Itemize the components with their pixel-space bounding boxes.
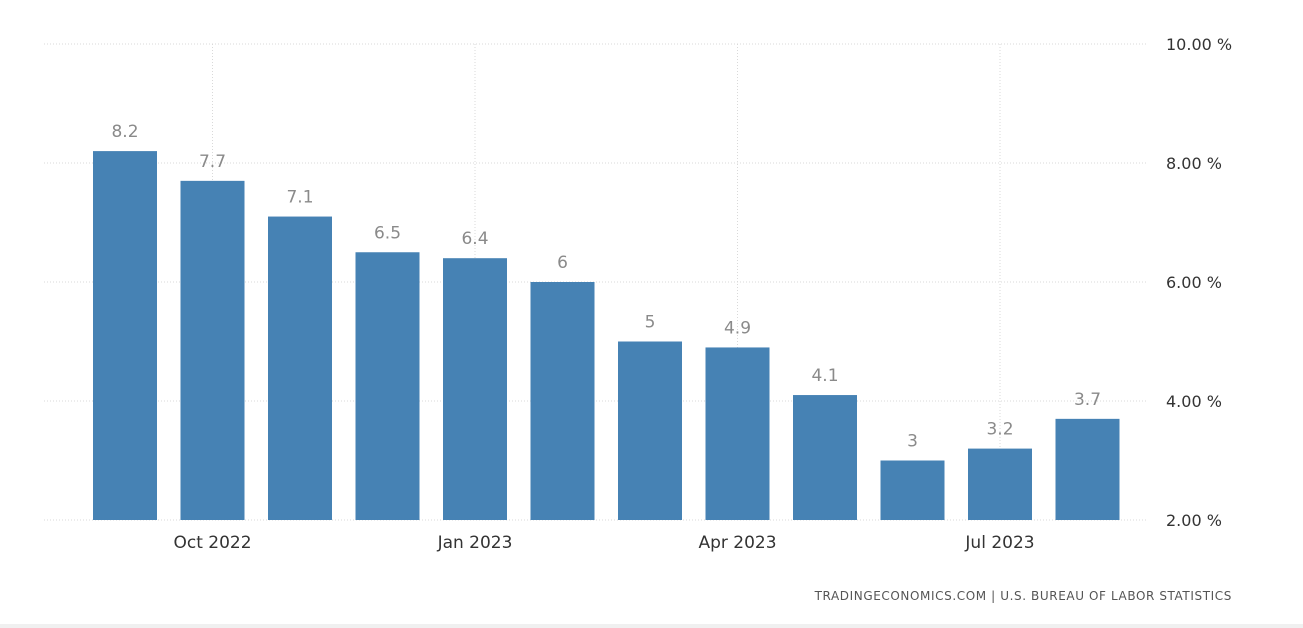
data-label: 8.2 — [111, 122, 138, 142]
x-tick-label: Oct 2022 — [173, 533, 251, 553]
data-label: 4.9 — [724, 318, 751, 338]
data-label: 3 — [907, 432, 918, 452]
bar[interactable] — [268, 216, 332, 521]
x-tick-label: Jan 2023 — [437, 533, 513, 553]
data-label: 6 — [557, 253, 568, 273]
bottom-divider — [0, 624, 1303, 628]
data-labels: 8.2 7.7 7.1 6.5 6.4 6 5 4.9 4.1 3 3.2 3.7 — [111, 122, 1101, 451]
bar[interactable] — [880, 460, 945, 521]
bar[interactable] — [1055, 418, 1120, 520]
x-tick-label: Jul 2023 — [964, 533, 1034, 553]
bar[interactable] — [355, 252, 420, 520]
data-label: 5 — [645, 313, 656, 333]
source-attribution: TRADINGECONOMICS.COM | U.S. BUREAU OF LA… — [814, 589, 1232, 603]
bar[interactable] — [93, 151, 157, 520]
y-tick-label: 4.00 % — [1166, 392, 1222, 411]
data-label: 4.1 — [811, 366, 838, 386]
data-label: 7.1 — [286, 188, 313, 208]
y-tick-label: 6.00 % — [1166, 273, 1222, 292]
bar[interactable] — [968, 448, 1032, 520]
data-label: 3.2 — [986, 420, 1013, 440]
data-label: 7.7 — [199, 152, 226, 172]
x-axis: Oct 2022 Jan 2023 Apr 2023 Jul 2023 — [173, 533, 1034, 553]
data-label: 6.4 — [461, 229, 488, 249]
bar[interactable] — [180, 180, 245, 520]
x-tick-label: Apr 2023 — [698, 533, 776, 553]
data-label: 3.7 — [1074, 390, 1101, 410]
bar[interactable] — [618, 341, 682, 521]
y-tick-label: 8.00 % — [1166, 154, 1222, 173]
bar[interactable] — [793, 395, 857, 520]
y-tick-label: 10.00 % — [1166, 35, 1232, 54]
bar[interactable] — [705, 347, 770, 520]
y-axis: 2.00 % 4.00 % 6.00 % 8.00 % 10.00 % — [1166, 35, 1232, 530]
bar[interactable] — [443, 258, 507, 520]
bar[interactable] — [530, 282, 595, 520]
bars — [93, 151, 1120, 521]
y-tick-label: 2.00 % — [1166, 511, 1222, 530]
data-label: 6.5 — [374, 223, 401, 243]
